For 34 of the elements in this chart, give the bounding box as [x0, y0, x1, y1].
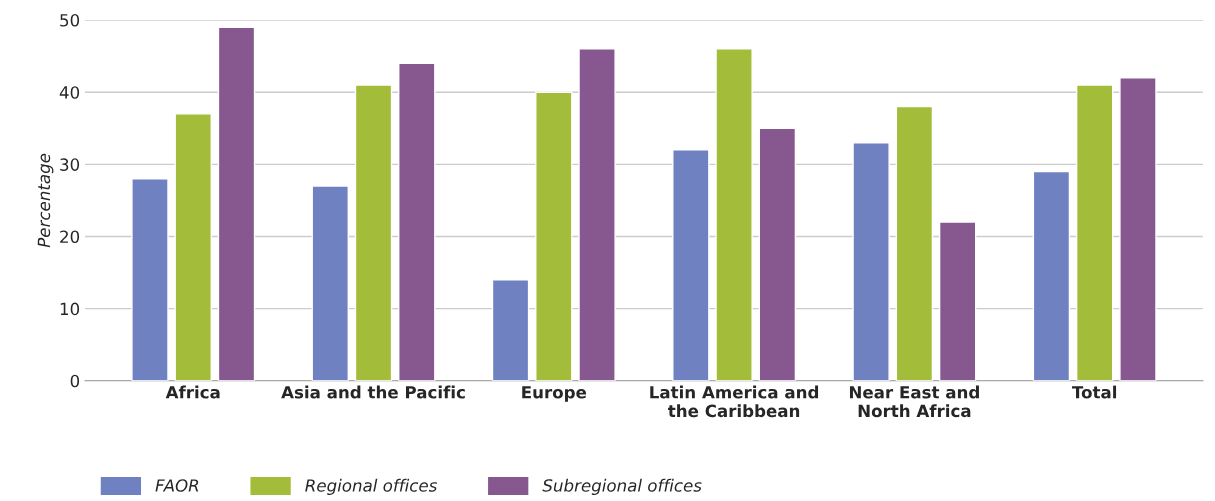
bar [398, 62, 436, 381]
bar [311, 185, 349, 381]
bar [578, 48, 616, 381]
y-tick-label: 30 [60, 158, 80, 171]
bar [1032, 170, 1071, 381]
bar [852, 141, 890, 381]
bar [895, 105, 934, 381]
y-axis-title: Percentage [37, 153, 54, 248]
bar [715, 48, 753, 381]
bar [217, 26, 256, 381]
x-tick-label: Asia and the Pacific [281, 385, 465, 399]
legend-label: FAOR [155, 479, 199, 492]
y-tick-label: 0 [70, 374, 80, 388]
bar [1119, 77, 1157, 381]
bar [758, 127, 797, 381]
x-tick-label: Latin America and the Caribbean [650, 385, 819, 418]
bar [174, 113, 212, 381]
x-tick-label: Africa [165, 385, 220, 399]
bar [672, 149, 710, 381]
bar [491, 279, 530, 381]
legend-label: Regional offices [305, 478, 438, 495]
bar [1075, 84, 1114, 381]
bar [131, 178, 169, 381]
bar [354, 84, 393, 381]
y-tick-label: 20 [60, 230, 80, 244]
y-tick-label: 50 [60, 14, 80, 27]
x-tick-label: Near East and North Africa [849, 385, 979, 418]
legend-label: Subregional offices [542, 478, 702, 495]
y-tick-label: 10 [60, 302, 80, 316]
bar [938, 221, 977, 381]
x-tick-label: Europe [522, 386, 587, 402]
y-tick-label: 40 [59, 86, 80, 99]
x-tick-label: Total [1071, 385, 1117, 399]
bar [535, 91, 573, 381]
